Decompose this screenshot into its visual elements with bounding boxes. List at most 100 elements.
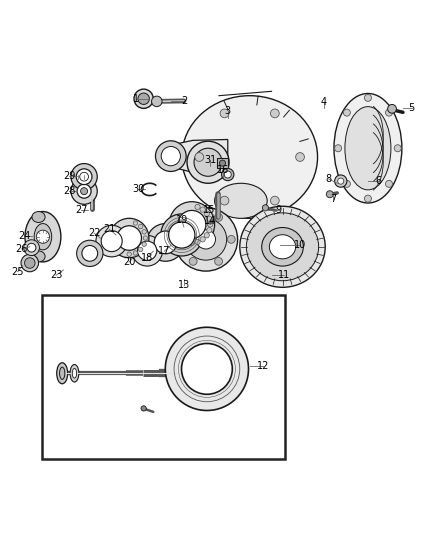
Bar [217, 158, 228, 168]
Circle shape [142, 230, 146, 234]
Circle shape [101, 231, 122, 252]
Circle shape [117, 226, 141, 251]
Ellipse shape [240, 206, 325, 287]
Circle shape [110, 219, 149, 258]
Ellipse shape [269, 235, 296, 259]
Circle shape [270, 109, 279, 118]
Circle shape [335, 145, 342, 152]
Circle shape [27, 243, 36, 252]
Text: 7: 7 [330, 193, 336, 204]
Circle shape [343, 180, 350, 188]
Circle shape [196, 230, 215, 249]
Ellipse shape [182, 96, 318, 219]
Circle shape [222, 168, 234, 181]
Circle shape [138, 224, 143, 229]
Circle shape [195, 239, 200, 245]
Circle shape [82, 246, 98, 261]
Circle shape [138, 247, 143, 252]
Circle shape [220, 196, 229, 205]
Text: 28: 28 [63, 186, 75, 196]
Circle shape [385, 109, 392, 116]
Circle shape [134, 89, 153, 108]
Text: 31: 31 [204, 155, 216, 165]
Circle shape [24, 240, 39, 255]
Circle shape [394, 145, 401, 152]
Ellipse shape [32, 251, 45, 262]
Circle shape [338, 178, 344, 184]
Text: 23: 23 [50, 270, 62, 280]
Circle shape [154, 231, 177, 254]
Text: 25: 25 [11, 266, 24, 277]
Text: 11: 11 [278, 270, 290, 280]
Circle shape [181, 343, 232, 394]
Circle shape [227, 236, 235, 243]
Circle shape [194, 148, 222, 176]
Circle shape [169, 201, 215, 247]
Circle shape [147, 223, 184, 261]
Circle shape [133, 251, 138, 255]
Circle shape [388, 104, 396, 113]
Circle shape [215, 213, 223, 221]
Circle shape [143, 236, 148, 240]
Polygon shape [166, 140, 228, 174]
Circle shape [177, 236, 184, 243]
Text: 19: 19 [176, 215, 188, 225]
Circle shape [262, 205, 268, 211]
Circle shape [189, 257, 197, 265]
Text: 13: 13 [178, 280, 190, 290]
Circle shape [364, 94, 371, 101]
Text: 27: 27 [75, 205, 87, 215]
Circle shape [178, 211, 206, 238]
Circle shape [364, 195, 371, 202]
Circle shape [343, 109, 350, 116]
Ellipse shape [345, 107, 391, 190]
Circle shape [133, 221, 138, 225]
Ellipse shape [72, 368, 77, 378]
Text: 24: 24 [18, 231, 30, 241]
Circle shape [189, 213, 197, 221]
Circle shape [77, 240, 103, 266]
Text: 6: 6 [376, 176, 382, 186]
Ellipse shape [34, 223, 52, 250]
Circle shape [132, 236, 162, 266]
Circle shape [71, 178, 97, 204]
Circle shape [200, 207, 205, 212]
Circle shape [81, 188, 88, 195]
Circle shape [220, 109, 229, 118]
Ellipse shape [185, 219, 227, 260]
Circle shape [195, 204, 200, 209]
Circle shape [142, 242, 146, 246]
Text: 20: 20 [123, 257, 135, 267]
Circle shape [224, 171, 231, 178]
Circle shape [127, 252, 131, 256]
Text: 16: 16 [217, 165, 230, 175]
Circle shape [219, 160, 226, 166]
Circle shape [296, 152, 304, 161]
Circle shape [36, 230, 49, 243]
Ellipse shape [60, 367, 65, 379]
Text: 8: 8 [325, 174, 332, 184]
Circle shape [189, 240, 194, 246]
Text: 1: 1 [133, 94, 139, 104]
Circle shape [141, 406, 146, 411]
Text: 29: 29 [63, 171, 75, 181]
Text: 4: 4 [321, 97, 327, 107]
Circle shape [385, 180, 392, 188]
Text: 3: 3 [225, 106, 231, 116]
Circle shape [77, 184, 91, 198]
Circle shape [204, 211, 209, 216]
Ellipse shape [261, 228, 303, 266]
Circle shape [187, 141, 229, 183]
Text: 17: 17 [158, 246, 170, 256]
Circle shape [270, 196, 279, 205]
Circle shape [215, 257, 223, 265]
Ellipse shape [334, 93, 402, 203]
Circle shape [204, 232, 209, 238]
Text: 18: 18 [141, 253, 153, 263]
Ellipse shape [174, 207, 237, 271]
Circle shape [326, 191, 333, 198]
Text: 30: 30 [132, 184, 145, 195]
Text: 15: 15 [203, 205, 215, 215]
Text: 2: 2 [181, 96, 187, 106]
Circle shape [207, 216, 212, 221]
